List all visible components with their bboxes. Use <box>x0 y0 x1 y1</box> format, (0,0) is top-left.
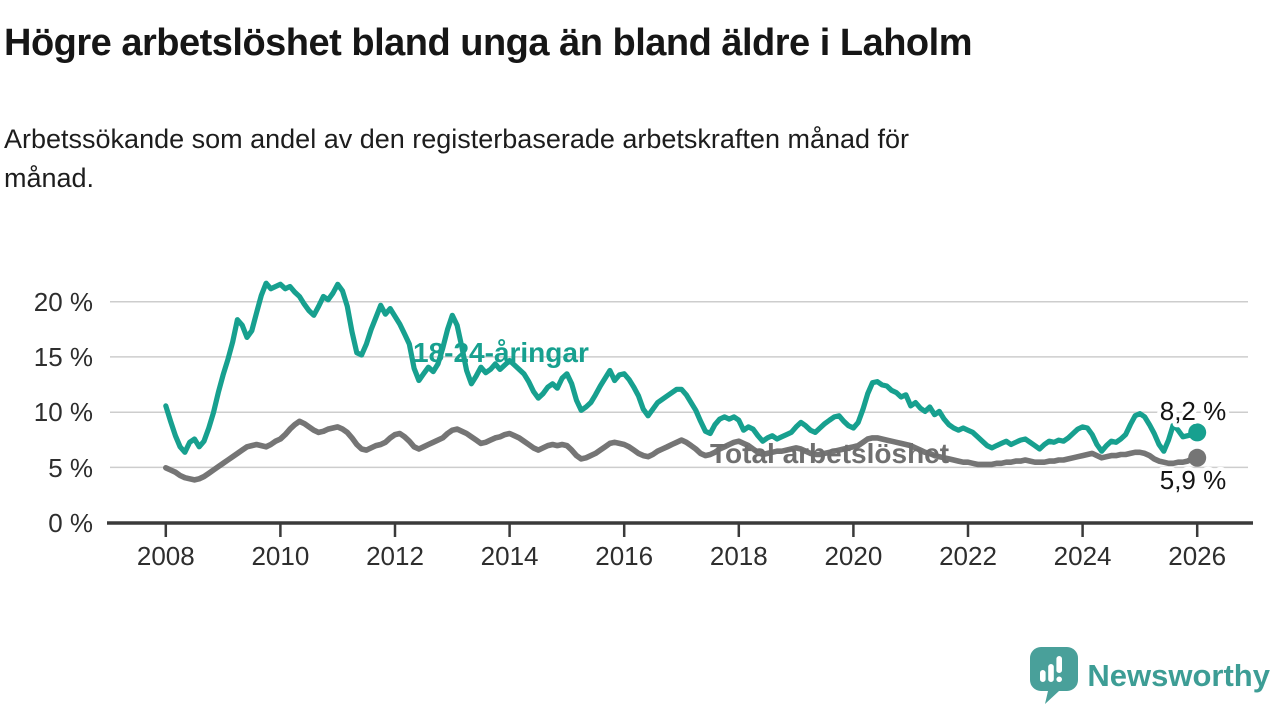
brand-footer: Newsworthy <box>1029 646 1270 706</box>
x-axis-labels: 2008 2010 2012 2014 2016 2018 2020 2022 … <box>137 541 1226 571</box>
y-axis-labels: 20 % 15 % 10 % 5 % 0 % <box>34 287 93 538</box>
x-tick-2010: 2010 <box>251 541 309 571</box>
page-title: Högre arbetslöshet bland unga än bland ä… <box>4 22 972 64</box>
chart-subtitle: Arbetssökande som andel av den registerb… <box>4 120 1204 198</box>
y-tick-15: 15 % <box>34 342 93 372</box>
series-line-total <box>163 418 1200 483</box>
x-tick-2024: 2024 <box>1054 541 1112 571</box>
y-tick-0: 0 % <box>48 508 93 538</box>
x-tick-2014: 2014 <box>481 541 539 571</box>
series-label-total: Total arbetslöshet <box>710 438 949 469</box>
newsworthy-logo-icon <box>1030 647 1079 704</box>
gridlines <box>110 300 1248 469</box>
x-tick-2018: 2018 <box>710 541 768 571</box>
x-tick-2026: 2026 <box>1168 541 1226 571</box>
end-dot-youth <box>1188 423 1207 442</box>
end-dot-total <box>1188 448 1207 467</box>
end-value-youth: 8,2 % <box>1160 396 1227 426</box>
series-label-youth: 18-24-åringar <box>413 337 589 368</box>
x-tick-2020: 2020 <box>824 541 882 571</box>
x-axis-ticks <box>164 524 1199 537</box>
series-line-youth <box>163 280 1200 455</box>
y-tick-20: 20 % <box>34 287 93 317</box>
x-tick-2012: 2012 <box>366 541 424 571</box>
y-tick-5: 5 % <box>48 453 93 483</box>
y-tick-10: 10 % <box>34 397 93 427</box>
end-value-total: 5,9 % <box>1160 465 1227 495</box>
x-tick-2008: 2008 <box>137 541 195 571</box>
subtitle-line-1: Arbetssökande som andel av den registerb… <box>4 124 910 154</box>
brand-name: Newsworthy <box>1087 658 1270 693</box>
subtitle-line-2: månad. <box>4 163 95 193</box>
x-tick-2022: 2022 <box>939 541 997 571</box>
x-tick-2016: 2016 <box>595 541 653 571</box>
